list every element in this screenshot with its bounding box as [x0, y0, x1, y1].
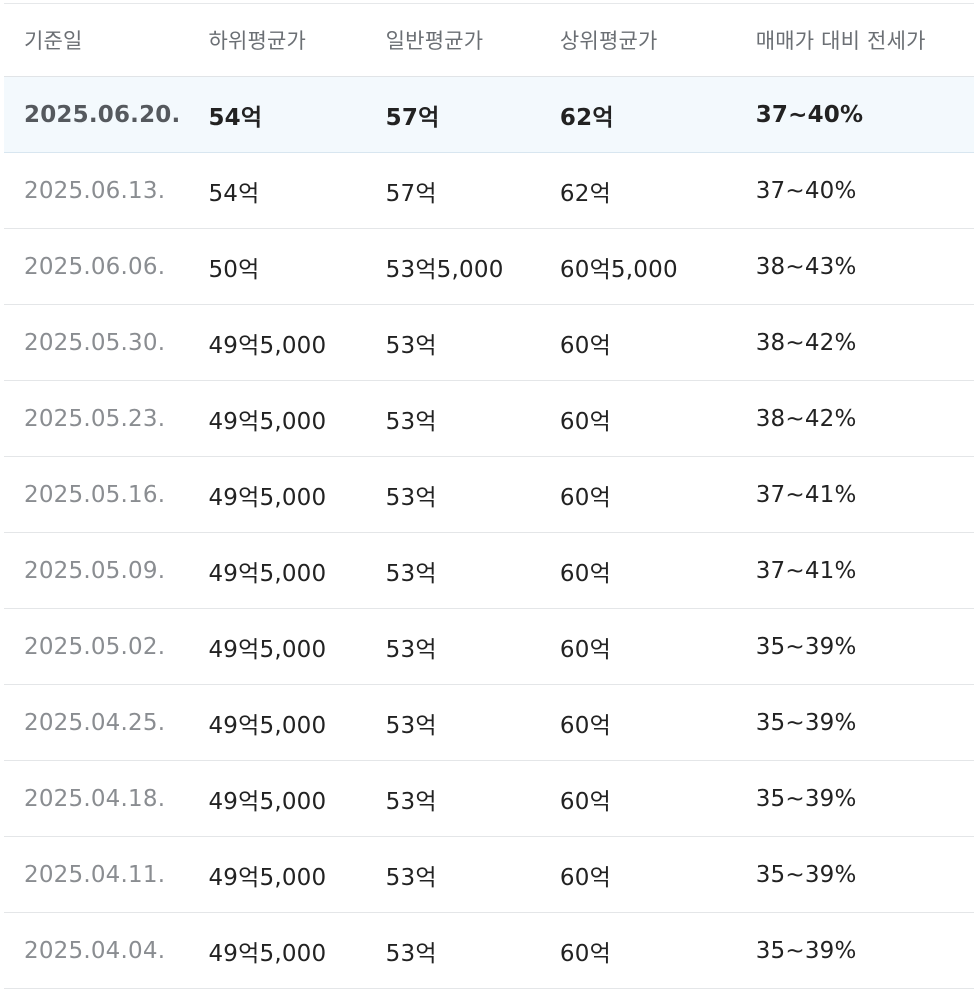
cell-jeonse-ratio: 37~41%: [755, 481, 857, 508]
cell-low-avg: 50억: [208, 256, 260, 283]
cell-date: 2025.04.04.: [24, 937, 166, 964]
table-row: 2025.05.23. 49억5,000 53억 60억 38~42%: [4, 381, 974, 457]
cell-general-avg: 53억: [385, 636, 437, 663]
cell-general-avg: 57억: [385, 180, 437, 207]
cell-general-avg: 53억: [385, 788, 437, 815]
header-low-avg: 하위평균가: [208, 29, 307, 53]
table-row: 2025.06.13. 54억 57억 62억 37~40%: [4, 153, 974, 229]
header-high-avg: 상위평균가: [559, 29, 658, 53]
table-row: 2025.04.25. 49억5,000 53억 60억 35~39%: [4, 685, 974, 761]
table-row: 2025.05.09. 49억5,000 53억 60억 37~41%: [4, 533, 974, 609]
table-row-latest: 2025.06.20. 54억 57억 62억 37~40%: [4, 77, 974, 153]
cell-date: 2025.05.09.: [24, 557, 166, 584]
cell-general-avg: 53억5,000: [385, 256, 504, 283]
table-row: 2025.04.11. 49억5,000 53억 60억 35~39%: [4, 837, 974, 913]
cell-date: 2025.05.23.: [24, 405, 166, 432]
cell-date: 2025.04.25.: [24, 709, 166, 736]
header-general-avg: 일반평균가: [385, 29, 484, 53]
cell-general-avg: 53억: [385, 864, 437, 891]
header-jeonse-ratio: 매매가 대비 전세가: [755, 29, 926, 53]
cell-date: 2025.06.20.: [24, 101, 181, 128]
table-row: 2025.05.30. 49억5,000 53억 60억 38~42%: [4, 305, 974, 381]
cell-high-avg: 62억: [559, 180, 611, 207]
table-row: 2025.05.02. 49억5,000 53억 60억 35~39%: [4, 609, 974, 685]
cell-general-avg: 53억: [385, 332, 437, 359]
cell-general-avg: 53억: [385, 940, 437, 967]
cell-date: 2025.06.13.: [24, 177, 166, 204]
cell-low-avg: 49억5,000: [208, 636, 327, 663]
cell-low-avg: 49억5,000: [208, 484, 327, 511]
cell-jeonse-ratio: 35~39%: [755, 633, 857, 660]
cell-jeonse-ratio: 37~40%: [755, 177, 857, 204]
cell-high-avg: 60억: [559, 636, 611, 663]
cell-high-avg: 60억: [559, 864, 611, 891]
cell-general-avg: 53억: [385, 560, 437, 587]
cell-low-avg: 49억5,000: [208, 940, 327, 967]
table-row: 2025.06.06. 50억 53억5,000 60억5,000 38~43%: [4, 229, 974, 305]
table-header: 기준일 하위평균가 일반평균가 상위평균가 매매가 대비 전세가: [4, 3, 974, 77]
header-date: 기준일: [24, 29, 83, 53]
cell-jeonse-ratio: 37~41%: [755, 557, 857, 584]
cell-high-avg: 60억: [559, 940, 611, 967]
cell-general-avg: 53억: [385, 484, 437, 511]
cell-jeonse-ratio: 35~39%: [755, 709, 857, 736]
cell-high-avg: 60억: [559, 788, 611, 815]
cell-high-avg: 60억: [559, 712, 611, 739]
cell-low-avg: 54억: [208, 104, 263, 131]
table-row: 2025.04.04. 49억5,000 53억 60억 35~39%: [4, 913, 974, 989]
cell-date: 2025.04.11.: [24, 861, 166, 888]
cell-jeonse-ratio: 38~42%: [755, 405, 857, 432]
cell-high-avg: 62억: [559, 104, 614, 131]
cell-high-avg: 60억: [559, 484, 611, 511]
cell-jeonse-ratio: 37~40%: [755, 101, 864, 128]
cell-general-avg: 57억: [385, 104, 440, 131]
table-row: 2025.05.16. 49억5,000 53억 60억 37~41%: [4, 457, 974, 533]
cell-jeonse-ratio: 35~39%: [755, 937, 857, 964]
cell-general-avg: 53억: [385, 408, 437, 435]
cell-low-avg: 49억5,000: [208, 788, 327, 815]
cell-low-avg: 49억5,000: [208, 560, 327, 587]
cell-jeonse-ratio: 38~43%: [755, 253, 857, 280]
cell-low-avg: 54억: [208, 180, 260, 207]
cell-high-avg: 60억: [559, 560, 611, 587]
cell-low-avg: 49억5,000: [208, 332, 327, 359]
price-history-table: 기준일 하위평균가 일반평균가 상위평균가 매매가 대비 전세가 2025.06…: [4, 3, 974, 989]
cell-high-avg: 60억: [559, 408, 611, 435]
cell-date: 2025.06.06.: [24, 253, 166, 280]
table-row: 2025.04.18. 49억5,000 53억 60억 35~39%: [4, 761, 974, 837]
cell-high-avg: 60억: [559, 332, 611, 359]
cell-jeonse-ratio: 38~42%: [755, 329, 857, 356]
cell-date: 2025.05.02.: [24, 633, 166, 660]
cell-low-avg: 49억5,000: [208, 408, 327, 435]
cell-date: 2025.05.16.: [24, 481, 166, 508]
cell-low-avg: 49억5,000: [208, 864, 327, 891]
cell-jeonse-ratio: 35~39%: [755, 861, 857, 888]
cell-high-avg: 60억5,000: [559, 256, 678, 283]
cell-jeonse-ratio: 35~39%: [755, 785, 857, 812]
cell-date: 2025.05.30.: [24, 329, 166, 356]
cell-low-avg: 49억5,000: [208, 712, 327, 739]
cell-general-avg: 53억: [385, 712, 437, 739]
cell-date: 2025.04.18.: [24, 785, 166, 812]
